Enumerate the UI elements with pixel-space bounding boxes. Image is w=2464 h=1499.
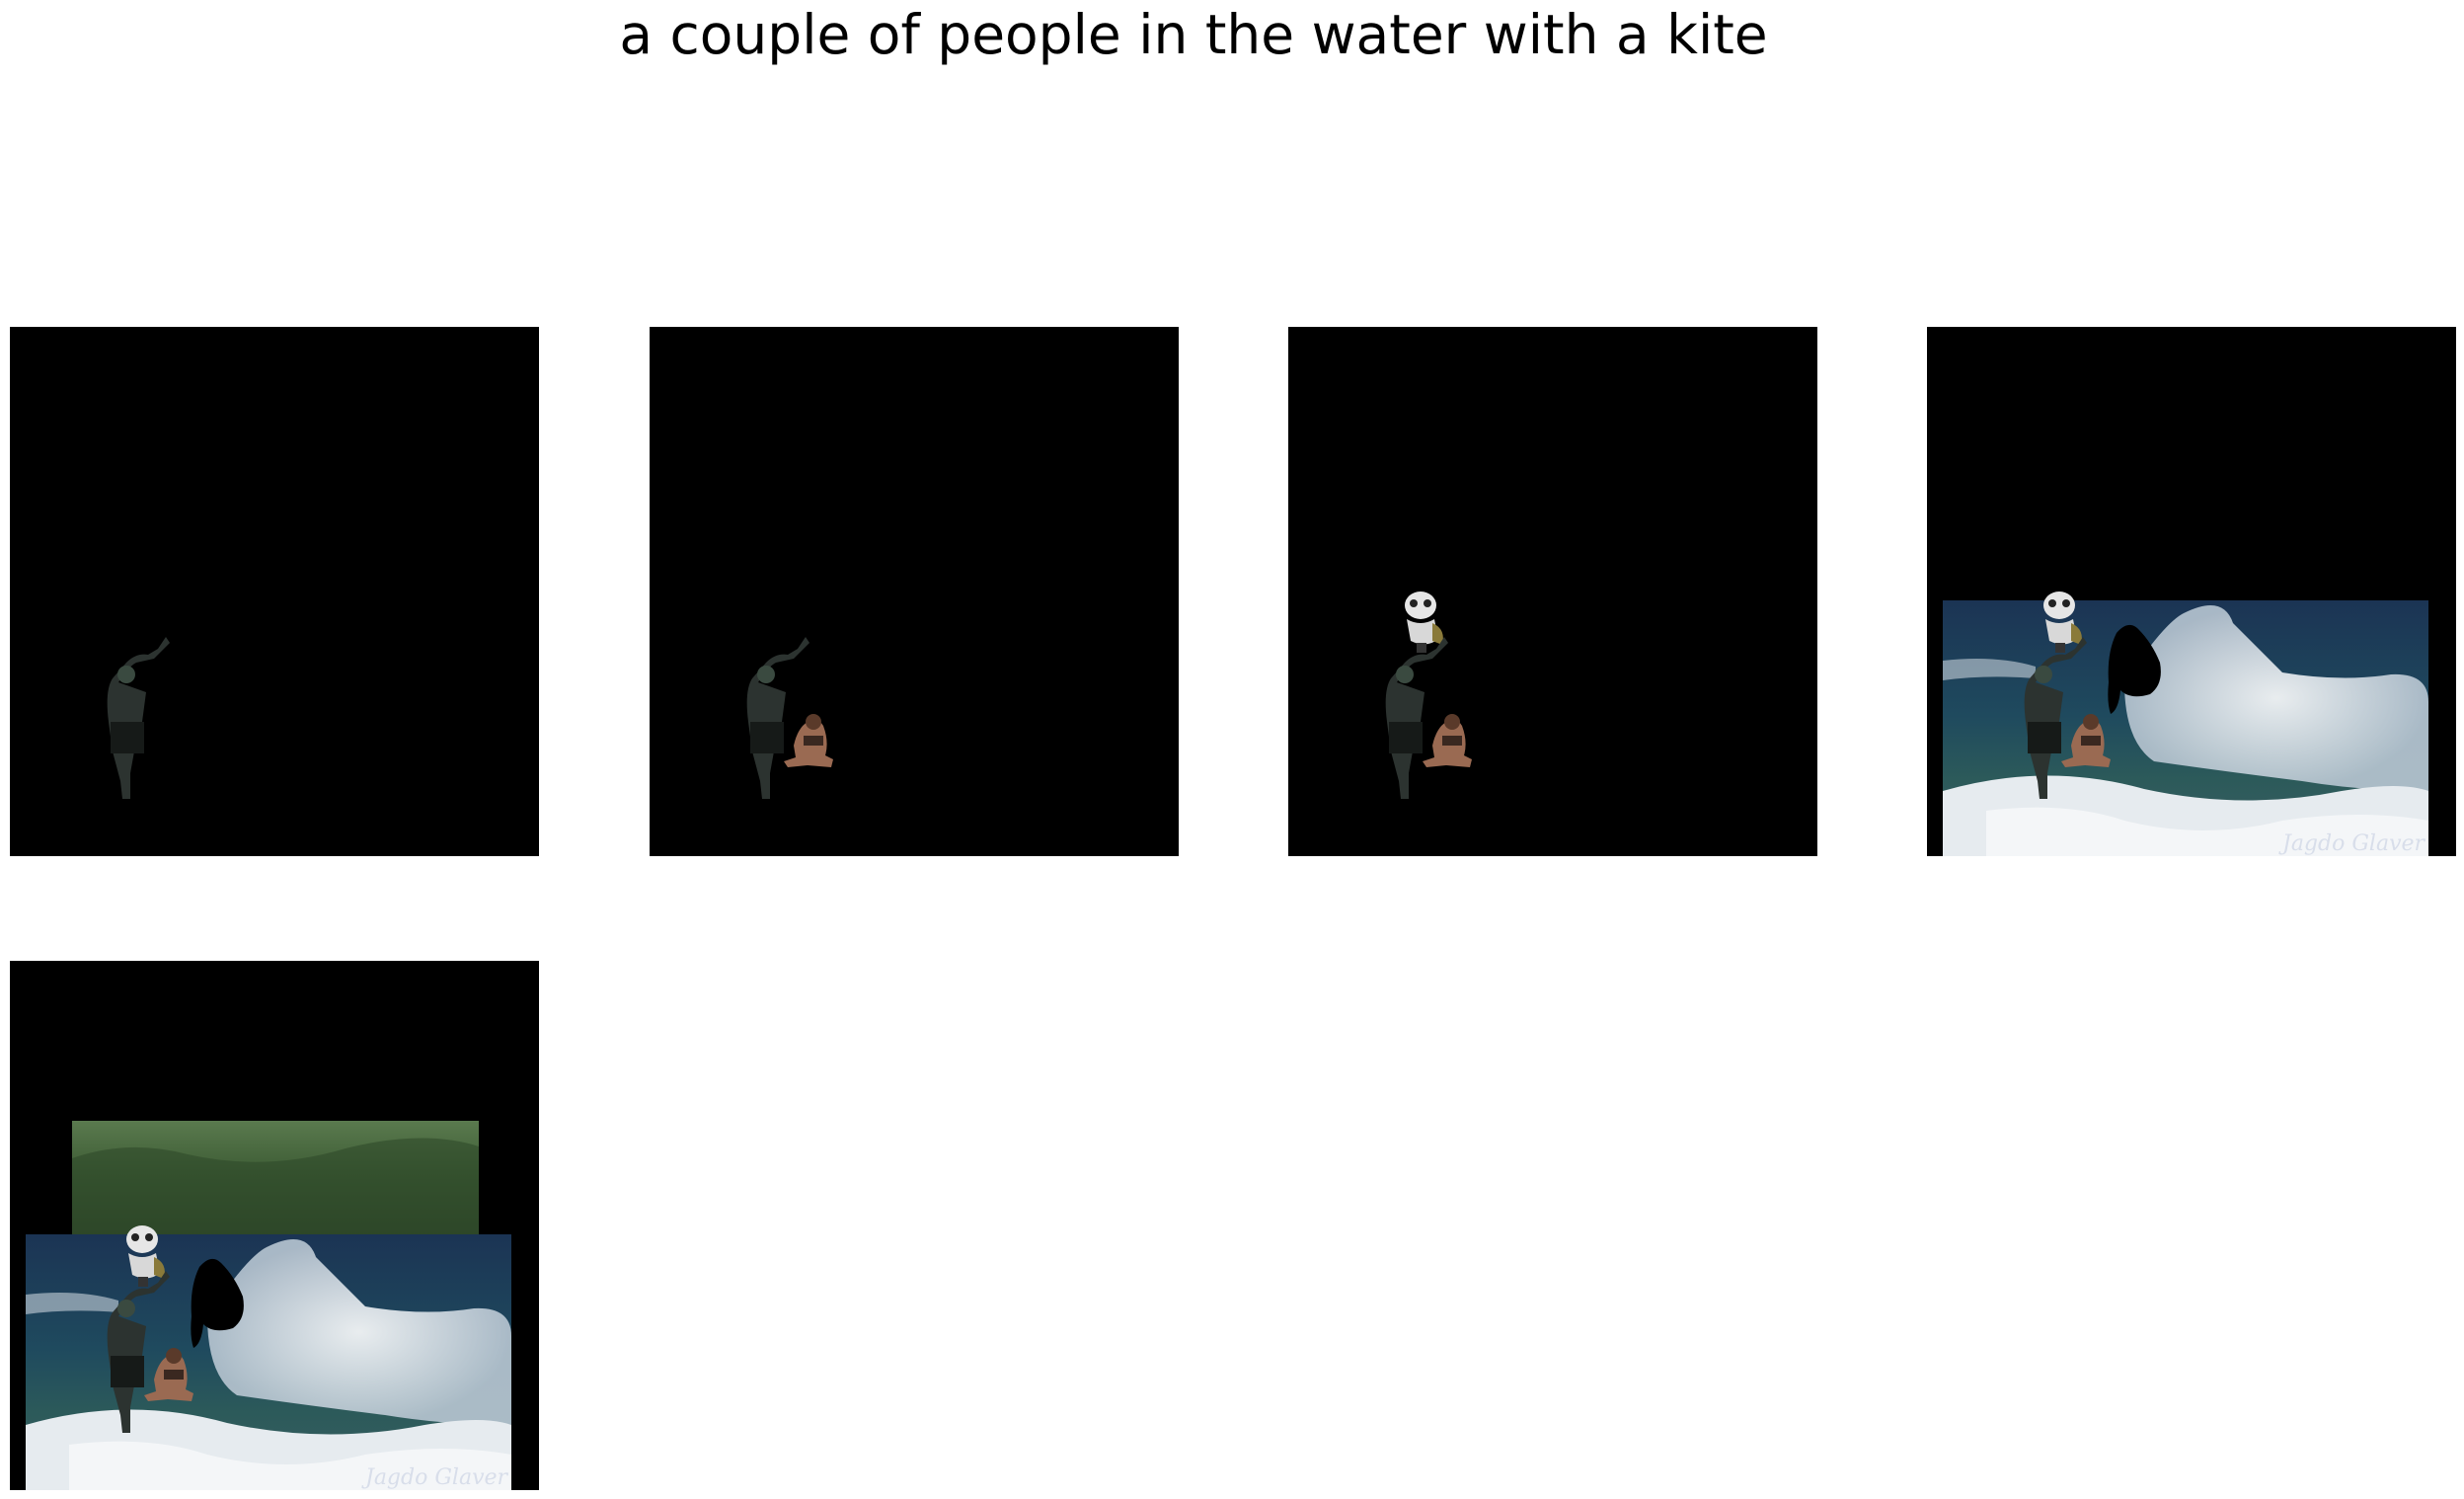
composite-panel-4: Jagdo Glaver [1927, 327, 2456, 856]
woman-figure [144, 1348, 193, 1401]
man-silhouette [2024, 637, 2087, 799]
composite-panel-3 [1288, 327, 1817, 856]
kite-figure [2043, 592, 2082, 653]
sea-photo: Jagdo Glaver [1943, 600, 2428, 856]
man-silhouette [107, 1271, 170, 1433]
composite-panel-5: Jagdo Glaver [10, 961, 539, 1490]
black-blob [2108, 624, 2161, 714]
black-blob [191, 1258, 244, 1348]
panel-4-canvas: Jagdo Glaver [1943, 592, 2428, 856]
panel-3-canvas [1385, 592, 1472, 799]
sea-photo: Jagdo Glaver [26, 1234, 511, 1490]
photo-watermark: Jagdo Glaver [361, 1465, 509, 1490]
composite-panel-2 [650, 327, 1179, 856]
figure-title: a couple of people in the water with a k… [619, 3, 1768, 66]
panel-1-canvas [107, 637, 170, 799]
woman-figure [2061, 714, 2111, 767]
man-silhouette [107, 637, 170, 799]
photo-watermark: Jagdo Glaver [2278, 831, 2426, 856]
man-silhouette [746, 637, 809, 799]
woman-figure [784, 714, 833, 767]
composite-panel-1 [10, 327, 539, 856]
panel-2-canvas [746, 637, 833, 799]
kite-figure [126, 1225, 165, 1287]
man-silhouette [1385, 637, 1448, 799]
hillside-photo [72, 1121, 479, 1234]
panel-5-canvas: Jagdo Glaver [26, 1121, 511, 1490]
kite-figure [1405, 592, 1443, 653]
woman-figure [1423, 714, 1472, 767]
